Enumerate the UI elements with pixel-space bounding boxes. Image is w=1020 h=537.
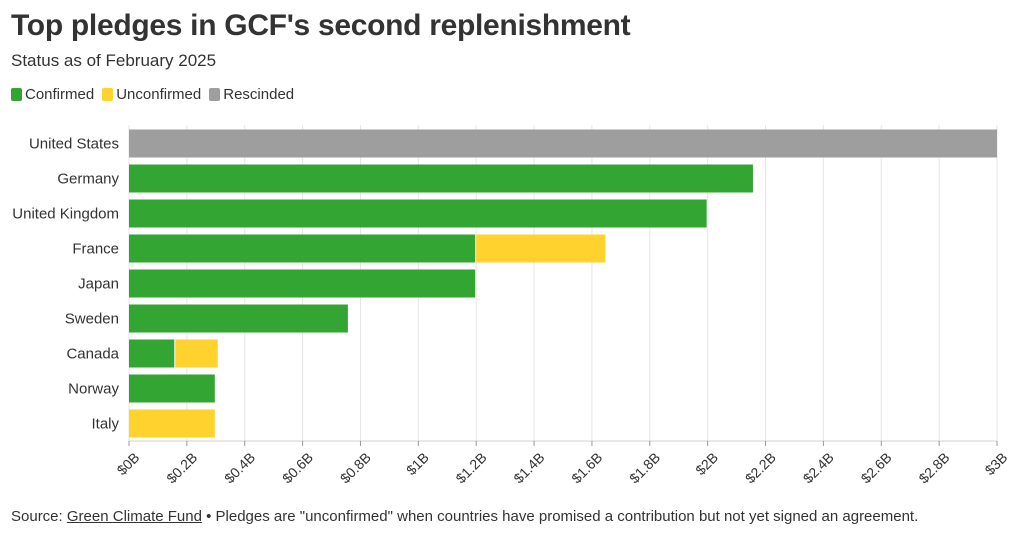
x-tick-label: $1B <box>403 449 432 478</box>
legend-item-unconfirmed: Unconfirmed <box>102 86 201 103</box>
x-tick-label: $0B <box>114 449 143 478</box>
legend-label-rescinded: Rescinded <box>223 86 295 103</box>
bar-segment-confirmed <box>129 339 175 368</box>
source-note: Source: Green Climate Fund • Pledges are… <box>11 508 918 525</box>
category-label: Canada <box>66 346 119 363</box>
category-label: Germany <box>57 171 119 188</box>
x-tick-label: $2.4B <box>800 449 837 486</box>
chart-title: Top pledges in GCF's second replenishmen… <box>11 9 631 42</box>
x-tick-label: $0.2B <box>163 449 200 486</box>
bar-segment-confirmed <box>129 304 348 333</box>
bar-chart: United States Germany United Kingdom France… <box>12 125 1011 486</box>
x-tick-label: $2.8B <box>915 449 952 486</box>
category-label: Norway <box>68 381 119 398</box>
x-tick-label: $2.6B <box>858 449 895 486</box>
x-tick-label: $1.6B <box>568 449 605 486</box>
category-label: Sweden <box>65 311 119 328</box>
x-tick-label: $1.4B <box>510 449 547 486</box>
x-tick-label: $1.2B <box>452 449 489 486</box>
category-label: Japan <box>78 276 119 293</box>
category-label: United States <box>29 136 119 153</box>
category-label: United Kingdom <box>12 206 119 223</box>
legend-label-confirmed: Confirmed <box>25 86 95 103</box>
bar-segment-confirmed <box>129 374 215 403</box>
x-tick-label: $1.8B <box>626 449 663 486</box>
x-tick-label: $0.6B <box>279 449 316 486</box>
bar-segment-confirmed <box>129 234 476 263</box>
x-tick-label: $2B <box>692 449 721 478</box>
x-tick-label: $0.4B <box>221 449 258 486</box>
category-label: France <box>72 241 119 258</box>
x-tick-label: $0.8B <box>337 449 374 486</box>
bar-segment-unconfirmed <box>175 339 218 368</box>
x-tick-label: $3B <box>982 449 1011 478</box>
legend-item-rescinded: Rescinded <box>209 86 294 103</box>
x-tick-label: $2.2B <box>742 449 779 486</box>
chart-subtitle: Status as of February 2025 <box>11 51 217 70</box>
bar-segment-unconfirmed <box>476 234 606 263</box>
category-label: Italy <box>91 416 119 433</box>
source-link[interactable]: Green Climate Fund <box>66 508 202 525</box>
legend-swatch-unconfirmed <box>102 88 114 101</box>
legend-swatch-confirmed <box>11 88 22 101</box>
source-prefix: Source: <box>11 508 67 525</box>
legend: Confirmed Unconfirmed Rescinded <box>11 86 294 103</box>
bar-segment-confirmed <box>129 199 707 228</box>
legend-label-unconfirmed: Unconfirmed <box>116 86 202 103</box>
bar-segment-confirmed <box>129 269 476 298</box>
bar-segment-unconfirmed <box>129 409 215 438</box>
legend-swatch-rescinded <box>209 88 221 101</box>
footnote-text: • Pledges are "unconfirmed" when countri… <box>201 508 919 525</box>
bar-segment-rescinded <box>129 129 997 158</box>
legend-item-confirmed: Confirmed <box>11 86 94 103</box>
bar-segment-confirmed <box>129 164 753 193</box>
